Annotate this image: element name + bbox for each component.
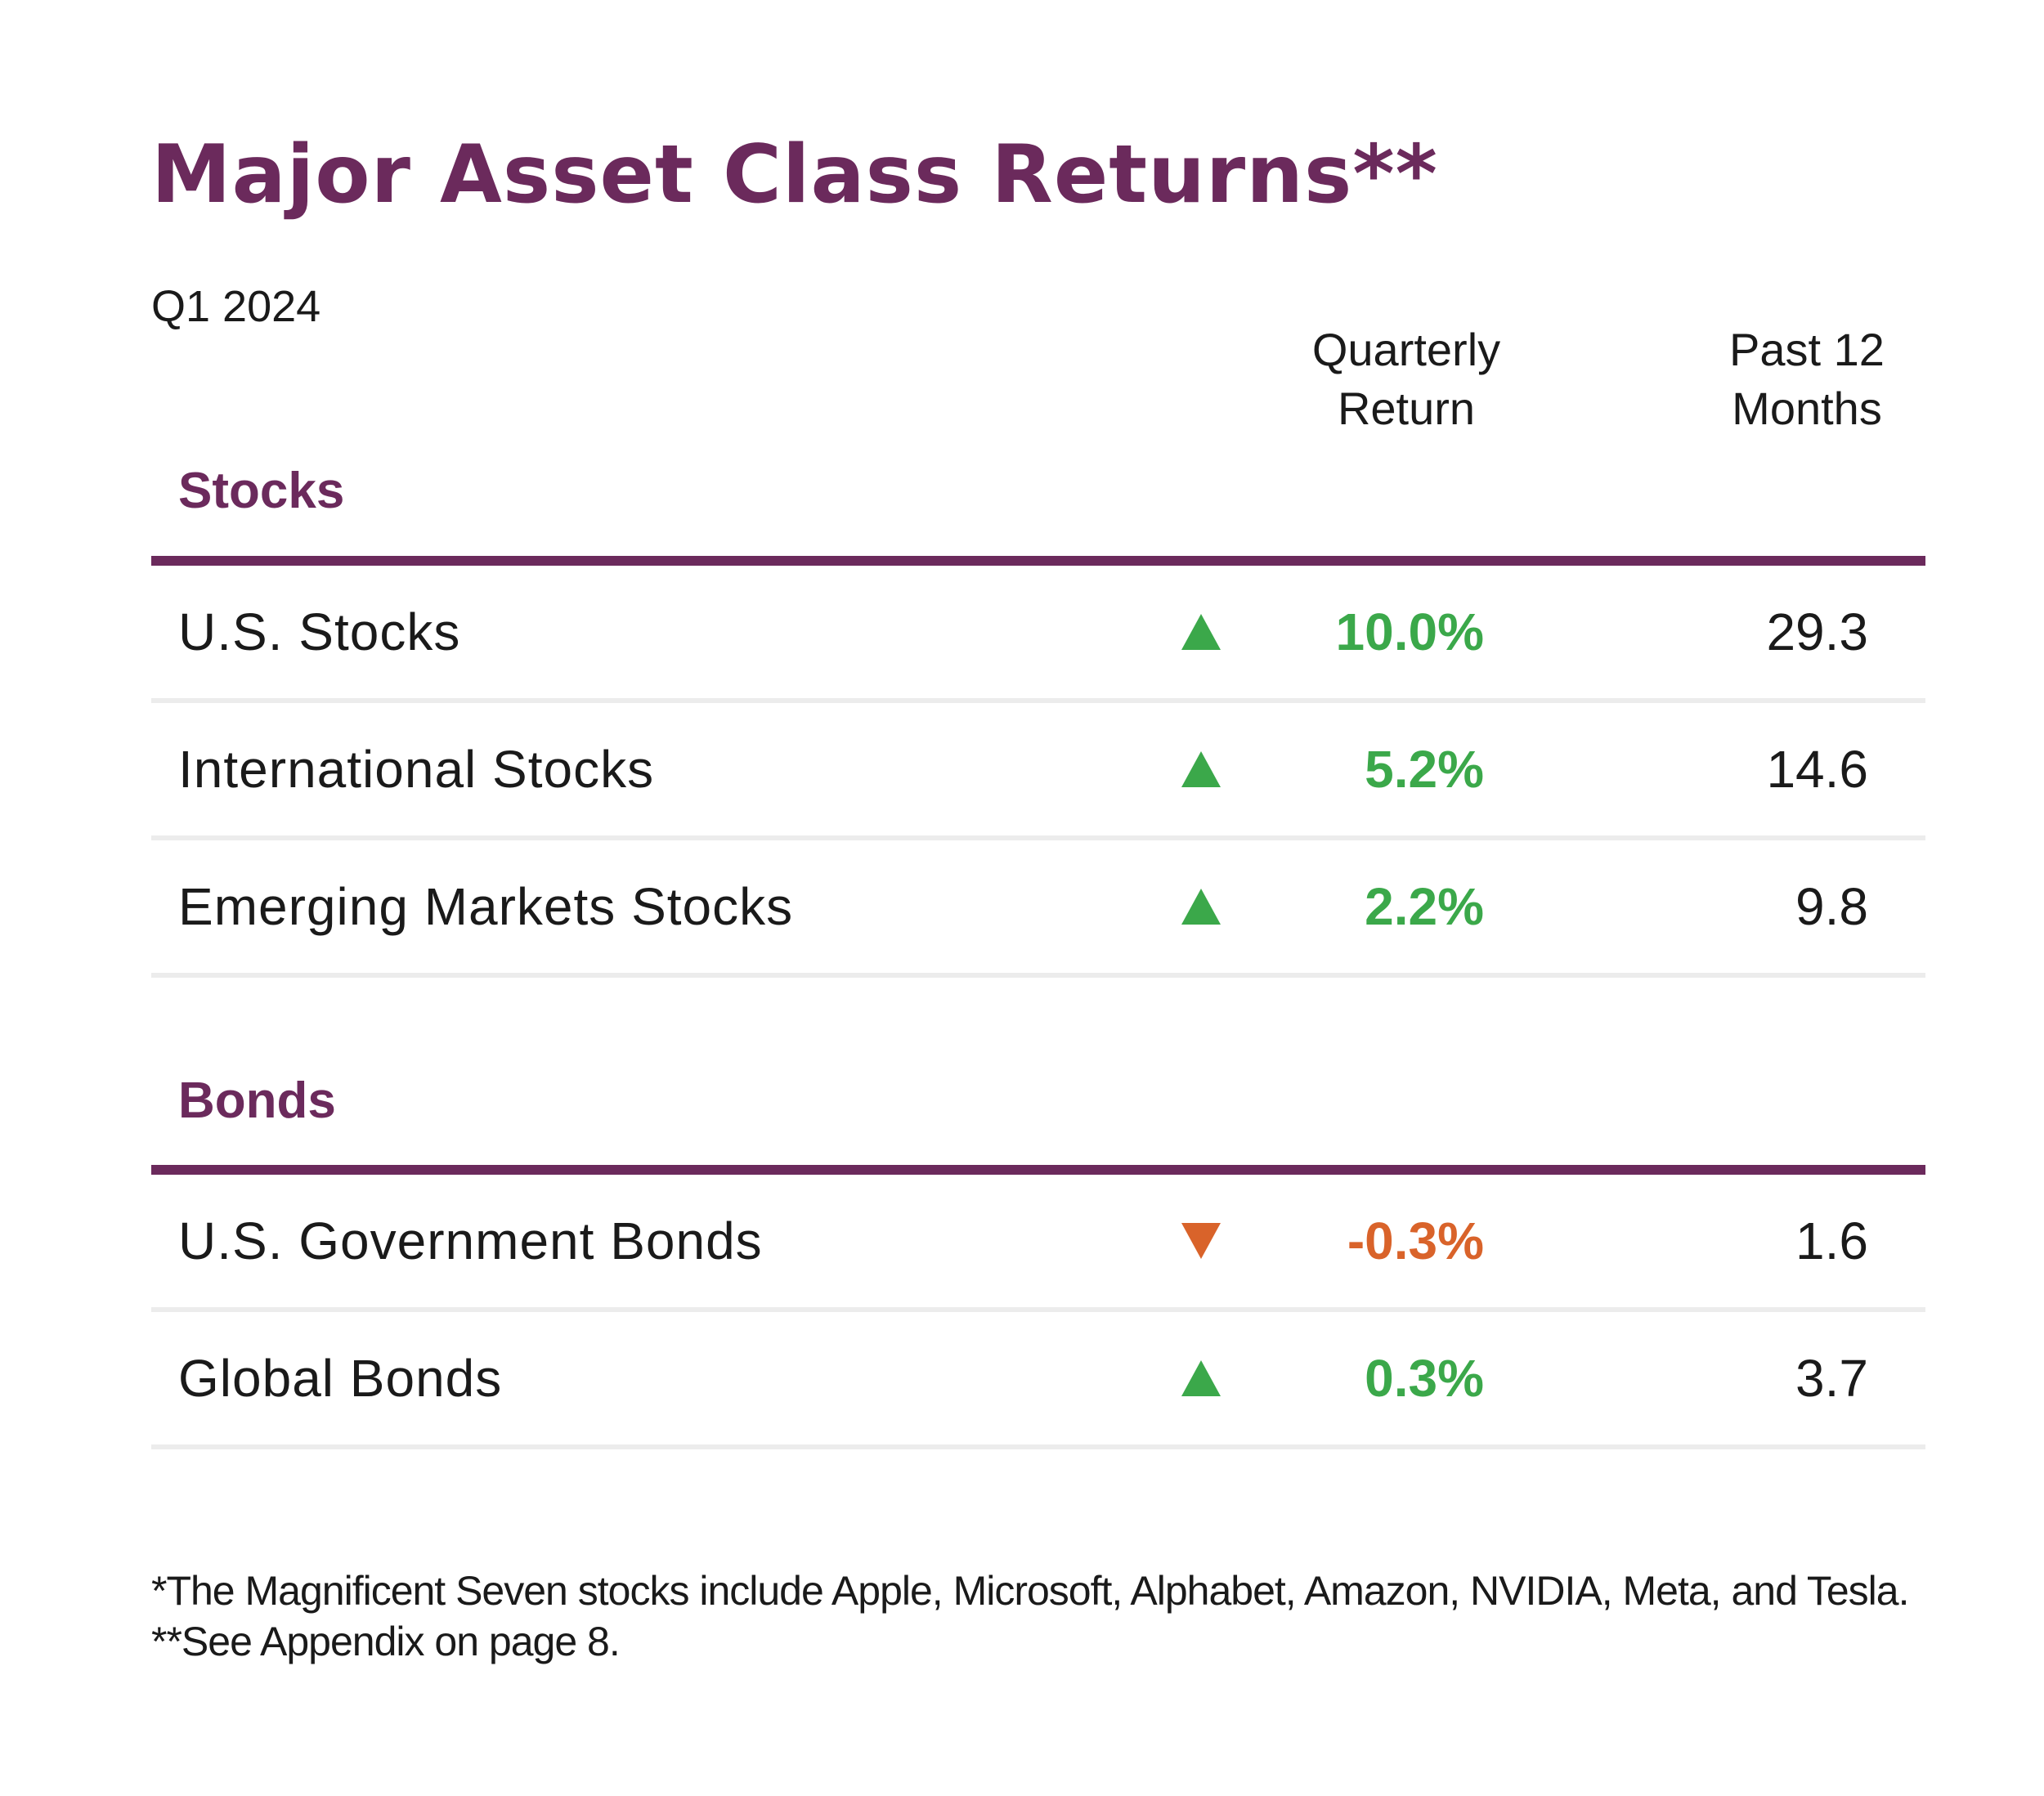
triangle-up-icon — [1180, 611, 1222, 653]
column-header-line: Quarterly — [1311, 324, 1501, 375]
footnotes: *The Magnificent Seven stocks include Ap… — [151, 1565, 1909, 1667]
section-divider — [151, 556, 1925, 566]
section-label-bonds: Bonds — [178, 1073, 336, 1129]
table-row: U.S. Stocks 10.0% 29.3 — [151, 566, 1925, 703]
section-divider — [151, 1165, 1925, 1175]
asset-name: U.S. Government Bonds — [178, 1212, 763, 1270]
triangle-up-icon — [1180, 748, 1222, 791]
period-label: Q1 2024 — [151, 282, 321, 331]
quarterly-return-value: 2.2% — [1365, 877, 1484, 936]
asset-name: Global Bonds — [178, 1349, 503, 1408]
footnote: **See Appendix on page 8. — [151, 1619, 621, 1664]
triangle-down-icon — [1180, 1220, 1222, 1262]
table-row: International Stocks 5.2% 14.6 — [151, 703, 1925, 840]
table-row: U.S. Government Bonds -0.3% 1.6 — [151, 1175, 1925, 1312]
column-header-line: Return — [1337, 383, 1476, 434]
asset-name: U.S. Stocks — [178, 602, 461, 661]
table-row: Emerging Markets Stocks 2.2% 9.8 — [151, 840, 1925, 978]
triangle-up-icon — [1180, 885, 1222, 928]
column-header-line: Past 12 — [1729, 324, 1885, 375]
column-header-line: Months — [1732, 383, 1882, 434]
past-12-months-value: 14.6 — [1766, 740, 1868, 799]
column-header-past-12-months: Past 12 Months — [1668, 320, 1946, 438]
past-12-months-value: 1.6 — [1795, 1212, 1868, 1270]
chart-title: Major Asset Class Returns** — [151, 128, 1438, 222]
asset-name: Emerging Markets Stocks — [178, 877, 794, 936]
past-12-months-value: 9.8 — [1795, 877, 1868, 936]
past-12-months-value: 29.3 — [1766, 602, 1868, 661]
quarterly-return-value: -0.3% — [1347, 1212, 1484, 1270]
quarterly-return-value: 0.3% — [1365, 1349, 1484, 1408]
quarterly-return-value: 10.0% — [1335, 602, 1484, 661]
section-label-stocks: Stocks — [178, 463, 345, 519]
quarterly-return-value: 5.2% — [1365, 740, 1484, 799]
footnote: *The Magnificent Seven stocks include Ap… — [151, 1568, 1909, 1614]
column-header-quarterly-return: Quarterly Return — [1267, 320, 1545, 438]
past-12-months-value: 3.7 — [1795, 1349, 1868, 1408]
table-row: Global Bonds 0.3% 3.7 — [151, 1312, 1925, 1449]
asset-name: International Stocks — [178, 740, 655, 799]
triangle-up-icon — [1180, 1357, 1222, 1400]
